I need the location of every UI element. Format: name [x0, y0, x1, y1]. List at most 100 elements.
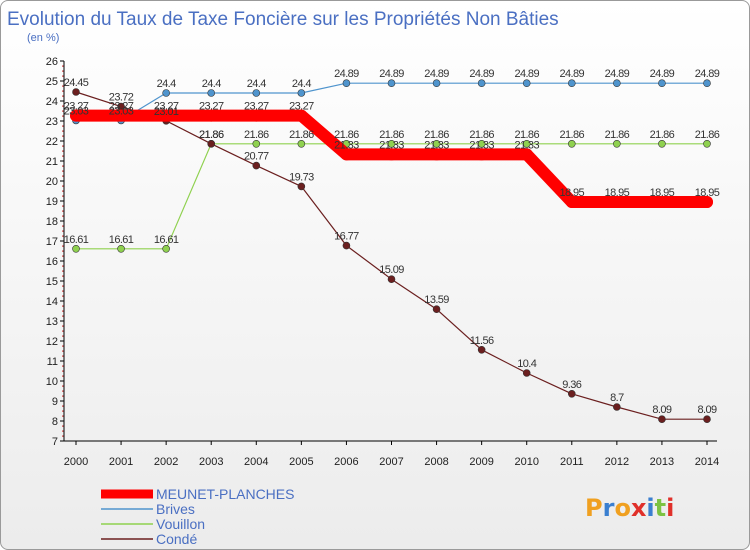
- y-minor-tick: [62, 85, 64, 87]
- x-tick-label: 2014: [695, 456, 719, 468]
- x-tick-label: 2012: [605, 456, 629, 468]
- series-point: [297, 140, 306, 148]
- series-point: [387, 79, 396, 87]
- series-point: [477, 345, 486, 354]
- y-tick-label: 21: [46, 156, 58, 168]
- series-point: [658, 140, 666, 148]
- data-label: 20.77: [244, 151, 269, 163]
- data-label: 21.86: [560, 129, 585, 141]
- data-label: 23.72: [109, 92, 134, 104]
- data-label: 23.27: [109, 101, 134, 113]
- data-label: 8.09: [652, 404, 671, 416]
- y-minor-tick: [62, 170, 64, 172]
- y-tick-label: 13: [46, 316, 58, 328]
- data-label: 23.01: [154, 106, 179, 118]
- series-point: [207, 140, 216, 148]
- series-point: [613, 403, 621, 411]
- logo-letter: t: [655, 494, 666, 522]
- data-label: 24.89: [334, 68, 359, 80]
- data-label: 24.89: [605, 68, 630, 80]
- data-label: 16.77: [334, 231, 359, 243]
- y-minor-tick: [62, 430, 64, 432]
- data-label: 21.33: [424, 139, 449, 151]
- logo-letter: r: [603, 494, 615, 522]
- series-point: [658, 79, 666, 87]
- y-minor-tick: [62, 415, 64, 417]
- data-label: 23.27: [64, 101, 89, 113]
- series-point: [567, 389, 576, 398]
- series-point: [252, 140, 261, 148]
- logo-letter: x: [631, 494, 647, 522]
- data-label: 23.27: [199, 101, 224, 113]
- series-point: [477, 140, 486, 148]
- data-label: 24.4: [202, 78, 221, 90]
- series-point: [207, 89, 216, 97]
- data-label: 8.7: [610, 392, 624, 404]
- series-point: [340, 148, 353, 161]
- logo-text: Proxiti: [585, 494, 674, 522]
- series-point: [522, 369, 531, 377]
- series-point: [658, 415, 666, 424]
- y-minor-tick: [62, 345, 64, 347]
- series-point: [297, 182, 306, 191]
- y-minor-tick: [62, 65, 64, 67]
- series-point: [115, 109, 128, 122]
- data-label: 10.4: [517, 358, 536, 370]
- data-label: 21.86: [199, 129, 224, 141]
- series-point: [565, 196, 578, 208]
- data-label: 21.86: [244, 129, 269, 141]
- logo-letter: P: [585, 494, 603, 522]
- data-label: 8.09: [697, 404, 716, 416]
- y-minor-tick: [62, 125, 64, 127]
- y-tick-label: 16: [46, 256, 58, 268]
- data-label: 24.4: [247, 78, 266, 90]
- data-label: 23.27: [154, 101, 179, 113]
- x-tick-label: 2011: [560, 456, 584, 468]
- y-minor-tick: [62, 230, 64, 232]
- legend-label: Brives: [156, 501, 195, 517]
- data-label: 24.4: [292, 78, 311, 90]
- y-minor-tick: [62, 330, 64, 332]
- data-label: 24.45: [64, 77, 89, 89]
- x-tick-label: 2006: [334, 456, 358, 468]
- y-minor-tick: [62, 210, 64, 212]
- data-label: 13.59: [424, 294, 449, 306]
- axes: 7 8 9 10 11 12 13 14 15 16 17 18 19 20 21 22 23 24 25 26 200…: [46, 56, 719, 468]
- x-tick-label: 2009: [469, 456, 493, 468]
- legend-label: Vouillon: [156, 516, 205, 532]
- series-point: [252, 161, 261, 170]
- data-label: 21.33: [514, 139, 539, 151]
- x-tick-label: 2005: [289, 456, 313, 468]
- data-label: 21.86: [605, 129, 630, 141]
- y-minor-tick: [62, 75, 64, 77]
- data-label: 23.27: [244, 101, 269, 113]
- y-minor-tick: [62, 285, 64, 287]
- y-minor-tick: [62, 185, 64, 187]
- series-point: [522, 79, 531, 87]
- series-point: [297, 89, 306, 97]
- series-point: [117, 245, 125, 253]
- y-minor-tick: [62, 355, 64, 357]
- data-label: 21.86: [514, 129, 539, 141]
- y-tick-label: 25: [46, 76, 58, 88]
- series-point: [567, 79, 576, 87]
- series-point: [252, 89, 261, 97]
- series-point: [477, 79, 486, 87]
- series-point: [432, 140, 441, 148]
- data-label: 18.95: [560, 187, 585, 199]
- logo-letter: i: [646, 494, 654, 522]
- proxiti-logo: Proxiti: [585, 494, 674, 522]
- data-label: 24.89: [560, 68, 585, 80]
- series-point: [342, 241, 351, 250]
- y-tick-label: 22: [46, 136, 58, 148]
- series-point: [385, 148, 398, 161]
- x-tick-label: 2013: [650, 456, 674, 468]
- y-minor-tick: [62, 370, 64, 372]
- series-point: [387, 275, 396, 284]
- legend-label: Condé: [156, 531, 197, 547]
- y-minor-tick: [62, 410, 64, 412]
- y-minor-tick: [62, 365, 64, 367]
- x-tick-label: 2007: [379, 456, 403, 468]
- y-tick-label: 18: [46, 216, 58, 228]
